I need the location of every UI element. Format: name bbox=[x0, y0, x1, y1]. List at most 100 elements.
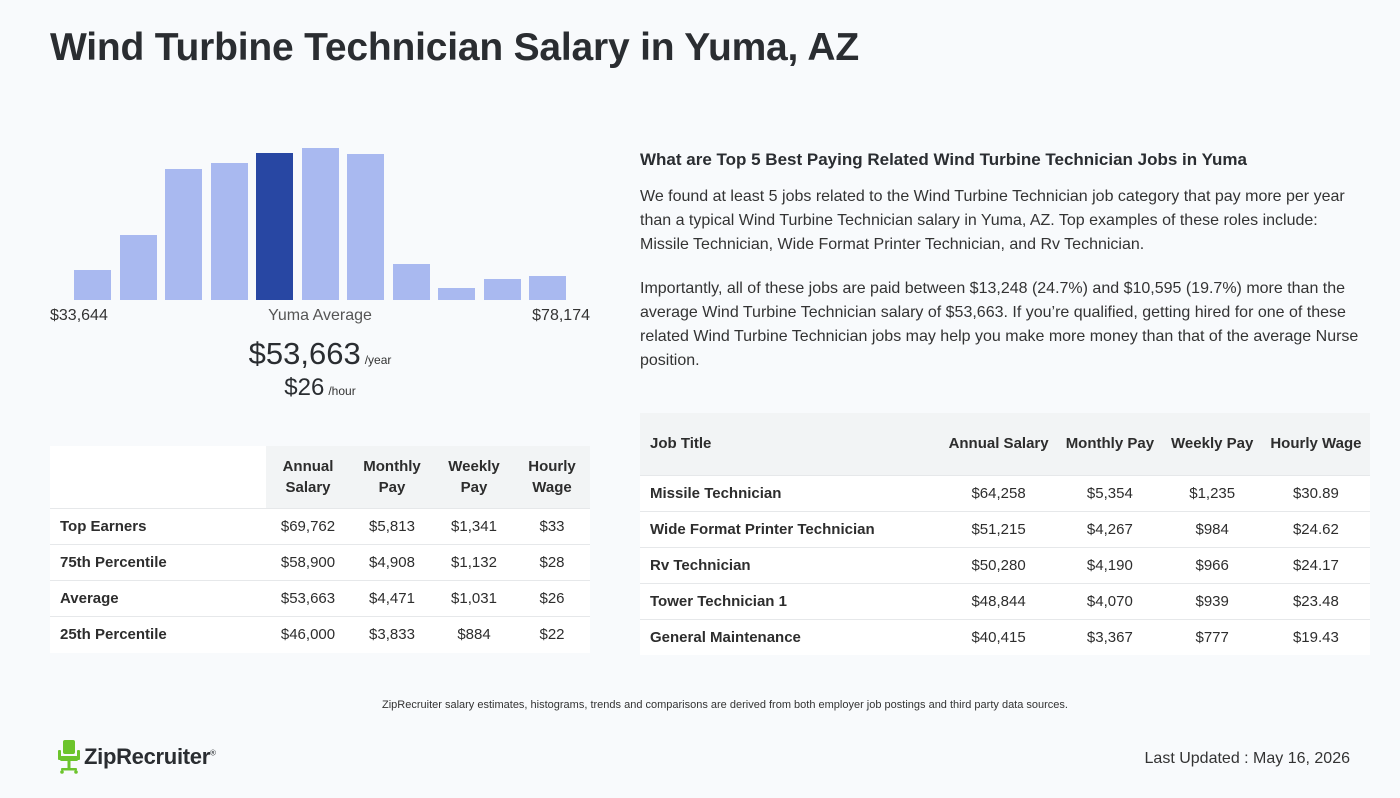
table-row: Wide Format Printer Technician $51,215 $… bbox=[640, 510, 1370, 547]
average-hourly-unit: /hour bbox=[328, 384, 356, 398]
last-updated: Last Updated : May 16, 2026 bbox=[1144, 750, 1350, 767]
jobs-header-annual: Annual Salary bbox=[940, 413, 1058, 475]
percentile-header-monthly: Monthly Pay bbox=[350, 446, 434, 509]
page-title: Wind Turbine Technician Salary in Yuma, … bbox=[50, 26, 859, 69]
monthly-cell: $4,070 bbox=[1057, 582, 1163, 619]
hourly-cell: $30.89 bbox=[1261, 474, 1370, 511]
histogram-bar bbox=[210, 163, 248, 300]
annual-cell: $40,415 bbox=[940, 618, 1058, 655]
job-title-cell: Wide Format Printer Technician bbox=[640, 510, 940, 547]
histogram-bar bbox=[74, 270, 111, 300]
table-row: 25th Percentile $46,000 $3,833 $884 $22 bbox=[50, 616, 590, 653]
histogram-bar bbox=[529, 276, 566, 300]
annual-cell: $46,000 bbox=[266, 616, 350, 653]
logo-text: ZipRecruiter® bbox=[84, 744, 216, 770]
related-jobs-heading: What are Top 5 Best Paying Related Wind … bbox=[640, 150, 1247, 169]
average-yearly: $53,663/year bbox=[50, 336, 590, 372]
ziprecruiter-logo[interactable]: ZipRecruiter® bbox=[58, 740, 216, 774]
weekly-cell: $1,235 bbox=[1162, 474, 1262, 511]
footer-disclaimer: ZipRecruiter salary estimates, histogram… bbox=[382, 699, 1068, 711]
histogram-max-label: $78,174 bbox=[532, 307, 590, 324]
job-title-cell: Missile Technician bbox=[640, 474, 940, 511]
annual-cell: $64,258 bbox=[940, 474, 1058, 511]
annual-cell: $48,844 bbox=[940, 582, 1058, 619]
histogram-bar bbox=[165, 169, 202, 300]
table-row: Rv Technician $50,280 $4,190 $966 $24.17 bbox=[640, 546, 1370, 583]
monthly-cell: $4,190 bbox=[1057, 546, 1163, 583]
related-jobs-section: What are Top 5 Best Paying Related Wind … bbox=[640, 150, 1370, 373]
weekly-cell: $1,341 bbox=[434, 508, 514, 545]
monthly-cell: $3,833 bbox=[350, 616, 434, 653]
histogram-center-label: Yuma Average bbox=[268, 307, 372, 324]
related-jobs-table: Job Title Annual Salary Monthly Pay Week… bbox=[640, 413, 1370, 655]
average-yearly-unit: /year bbox=[364, 353, 392, 367]
monthly-cell: $4,908 bbox=[350, 544, 434, 581]
annual-cell: $53,663 bbox=[266, 580, 350, 617]
average-hourly-value: $26 bbox=[284, 374, 325, 401]
weekly-cell: $884 bbox=[434, 616, 514, 653]
histogram-bar bbox=[301, 148, 339, 300]
average-yearly-value: $53,663 bbox=[248, 336, 361, 371]
jobs-header-monthly: Monthly Pay bbox=[1057, 413, 1163, 475]
chair-icon bbox=[58, 740, 80, 774]
monthly-cell: $5,354 bbox=[1057, 474, 1163, 511]
jobs-header-title: Job Title bbox=[640, 413, 940, 475]
job-title-cell: Rv Technician bbox=[640, 546, 940, 583]
percentile-header-blank bbox=[50, 446, 266, 509]
average-hourly: $26/hour bbox=[50, 374, 590, 402]
jobs-header-hourly: Hourly Wage bbox=[1261, 413, 1370, 475]
job-title-cell: General Maintenance bbox=[640, 618, 940, 655]
annual-cell: $50,280 bbox=[940, 546, 1058, 583]
monthly-cell: $4,267 bbox=[1057, 510, 1163, 547]
weekly-cell: $777 bbox=[1162, 618, 1262, 655]
percentile-header-annual: Annual Salary bbox=[266, 446, 350, 509]
monthly-cell: $5,813 bbox=[350, 508, 434, 545]
hourly-cell: $22 bbox=[514, 616, 590, 653]
weekly-cell: $939 bbox=[1162, 582, 1262, 619]
monthly-cell: $4,471 bbox=[350, 580, 434, 617]
histogram-bar bbox=[392, 264, 430, 300]
average-salary-block: $53,663/year $26/hour bbox=[50, 336, 590, 402]
table-row: Missile Technician $64,258 $5,354 $1,235… bbox=[640, 474, 1370, 511]
percentile-header-weekly: Weekly Pay bbox=[434, 446, 514, 509]
logo-registered-mark: ® bbox=[209, 748, 216, 758]
weekly-cell: $966 bbox=[1162, 546, 1262, 583]
hourly-cell: $24.62 bbox=[1261, 510, 1370, 547]
histogram-bar-average bbox=[256, 153, 293, 300]
annual-cell: $69,762 bbox=[266, 508, 350, 545]
related-jobs-paragraph-1: We found at least 5 jobs related to the … bbox=[640, 188, 1345, 253]
hourly-cell: $19.43 bbox=[1261, 618, 1370, 655]
logo-wordmark: ZipRecruiter bbox=[84, 744, 210, 769]
weekly-cell: $984 bbox=[1162, 510, 1262, 547]
hourly-cell: $28 bbox=[514, 544, 590, 581]
histogram-bar bbox=[483, 279, 521, 300]
table-row: 75th Percentile $58,900 $4,908 $1,132 $2… bbox=[50, 544, 590, 581]
hourly-cell: $33 bbox=[514, 508, 590, 545]
weekly-cell: $1,031 bbox=[434, 580, 514, 617]
table-row: Average $53,663 $4,471 $1,031 $26 bbox=[50, 580, 590, 617]
monthly-cell: $3,367 bbox=[1057, 618, 1163, 655]
hourly-cell: $23.48 bbox=[1261, 582, 1370, 619]
hourly-cell: $26 bbox=[514, 580, 590, 617]
related-jobs-paragraph-2: Importantly, all of these jobs are paid … bbox=[640, 280, 1359, 369]
histogram-bar bbox=[347, 154, 384, 300]
salary-histogram bbox=[50, 140, 590, 300]
annual-cell: $58,900 bbox=[266, 544, 350, 581]
row-label: Average bbox=[50, 580, 266, 617]
row-label: Top Earners bbox=[50, 508, 266, 545]
jobs-header-weekly: Weekly Pay bbox=[1162, 413, 1262, 475]
row-label: 75th Percentile bbox=[50, 544, 266, 581]
percentile-header-hourly: Hourly Wage bbox=[514, 446, 590, 509]
job-title-cell: Tower Technician 1 bbox=[640, 582, 940, 619]
histogram-min-label: $33,644 bbox=[50, 307, 108, 324]
histogram-bar bbox=[438, 288, 475, 300]
percentile-table: Annual Salary Monthly Pay Weekly Pay Hou… bbox=[50, 446, 590, 653]
hourly-cell: $24.17 bbox=[1261, 546, 1370, 583]
weekly-cell: $1,132 bbox=[434, 544, 514, 581]
row-label: 25th Percentile bbox=[50, 616, 266, 653]
annual-cell: $51,215 bbox=[940, 510, 1058, 547]
table-row: Tower Technician 1 $48,844 $4,070 $939 $… bbox=[640, 582, 1370, 619]
table-row: Top Earners $69,762 $5,813 $1,341 $33 bbox=[50, 508, 590, 545]
histogram-bar bbox=[119, 235, 157, 300]
table-row: General Maintenance $40,415 $3,367 $777 … bbox=[640, 618, 1370, 655]
